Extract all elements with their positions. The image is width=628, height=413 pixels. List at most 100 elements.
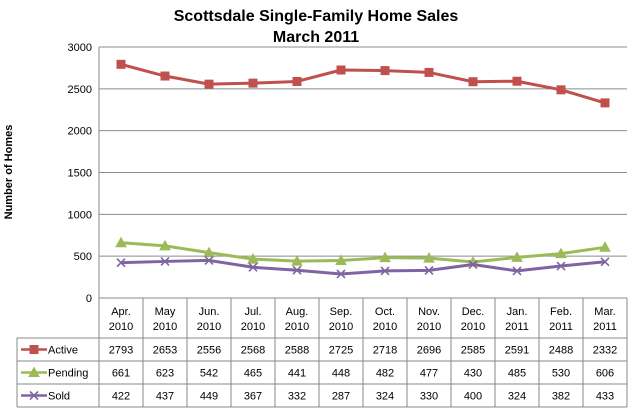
series-line — [120, 62, 606, 105]
legend-key-active — [21, 345, 47, 354]
data-point — [292, 265, 302, 275]
data-label: 287 — [332, 391, 350, 403]
data-point — [511, 251, 523, 262]
data-label: 422 — [112, 391, 130, 403]
data-label: 661 — [112, 368, 130, 380]
data-label: 382 — [552, 391, 570, 403]
data-label: 441 — [288, 368, 306, 380]
data-point — [292, 76, 302, 86]
legend-label: Pending — [48, 368, 88, 380]
data-point — [600, 257, 610, 267]
data-point — [204, 79, 214, 89]
data-point — [160, 256, 170, 267]
data-label: 2793 — [109, 345, 133, 357]
data-point — [160, 71, 170, 81]
data-point — [424, 67, 434, 77]
data-point — [116, 59, 126, 69]
data-label: 465 — [244, 368, 262, 380]
x-tick-label: Sep. — [330, 306, 353, 318]
legend-label: Active — [48, 345, 78, 357]
data-label: 430 — [464, 368, 482, 380]
x-tick-label: Feb. — [550, 306, 572, 318]
chart-title: Scottsdale Single-Family Home Sales — [174, 8, 459, 25]
data-label: 367 — [244, 391, 262, 403]
data-label: 324 — [508, 391, 526, 403]
data-label: 606 — [596, 368, 614, 380]
x-tick-label: Jun. — [199, 306, 220, 318]
y-tick-label: 2000 — [68, 126, 92, 138]
data-point — [336, 65, 346, 75]
data-label: 2591 — [505, 345, 529, 357]
data-point — [424, 265, 434, 275]
x-tick-label: 2011 — [593, 321, 617, 333]
x-tick-label: Nov. — [418, 306, 440, 318]
y-tick-label: 500 — [74, 251, 92, 263]
legend-key-sold — [21, 390, 47, 401]
x-tick-label: 2010 — [197, 321, 221, 333]
x-tick-label: Jan. — [507, 306, 528, 318]
x-tick-label: Jul. — [244, 306, 261, 318]
data-point — [29, 345, 39, 354]
data-label: 2556 — [197, 345, 221, 357]
x-tick-label: 2010 — [461, 321, 485, 333]
data-label: 485 — [508, 368, 526, 380]
data-label: 2653 — [153, 345, 177, 357]
data-label: 433 — [596, 391, 614, 403]
data-point — [512, 266, 522, 276]
data-label: 448 — [332, 368, 350, 380]
data-label: 2588 — [285, 345, 309, 357]
data-label: 542 — [200, 368, 218, 380]
data-point — [248, 262, 258, 272]
y-tick-label: 1000 — [68, 209, 92, 221]
y-tick-label: 3000 — [68, 42, 92, 54]
data-label: 324 — [376, 391, 394, 403]
data-point — [248, 78, 258, 88]
x-tick-label: 2010 — [109, 321, 133, 333]
series-active — [116, 59, 610, 108]
data-label: 400 — [464, 391, 482, 403]
chart-subtitle: March 2011 — [273, 29, 359, 46]
series-line — [120, 258, 606, 276]
x-tick-label: 2010 — [417, 321, 441, 333]
data-point — [600, 98, 610, 108]
data-label: 530 — [552, 368, 570, 380]
data-label: 623 — [156, 368, 174, 380]
data-label: 2332 — [593, 345, 617, 357]
x-tick-label: Aug. — [286, 306, 309, 318]
x-tick-label: 2010 — [329, 321, 353, 333]
data-point — [380, 266, 390, 276]
data-point — [380, 66, 390, 76]
data-label: 2696 — [417, 345, 441, 357]
data-point — [336, 269, 346, 279]
data-point — [203, 246, 215, 258]
series-sold — [116, 255, 610, 279]
data-label: 437 — [156, 391, 174, 403]
data-point — [116, 258, 126, 268]
data-label: 2568 — [241, 345, 265, 357]
x-tick-label: 2011 — [549, 321, 573, 333]
data-label: 2488 — [549, 345, 573, 357]
data-label: 330 — [420, 391, 438, 403]
y-tick-label: 1500 — [68, 168, 92, 180]
data-point — [599, 241, 611, 252]
data-point — [512, 76, 522, 86]
x-tick-label: Mar. — [594, 306, 615, 318]
data-point — [247, 253, 259, 264]
legend-label: Sold — [48, 391, 70, 403]
x-tick-label: May — [155, 306, 176, 318]
x-tick-label: 2011 — [505, 321, 529, 333]
data-point — [29, 390, 39, 401]
x-tick-label: Dec. — [462, 306, 485, 318]
data-point — [423, 252, 435, 263]
data-label: 2718 — [373, 345, 397, 357]
x-tick-label: 2010 — [153, 321, 177, 333]
data-label: 2725 — [329, 345, 353, 357]
x-tick-label: 2010 — [241, 321, 265, 333]
data-point — [335, 254, 347, 266]
data-point — [204, 255, 214, 265]
legend-key-pending — [21, 366, 47, 377]
data-label: 477 — [420, 368, 438, 380]
data-point — [291, 255, 303, 266]
